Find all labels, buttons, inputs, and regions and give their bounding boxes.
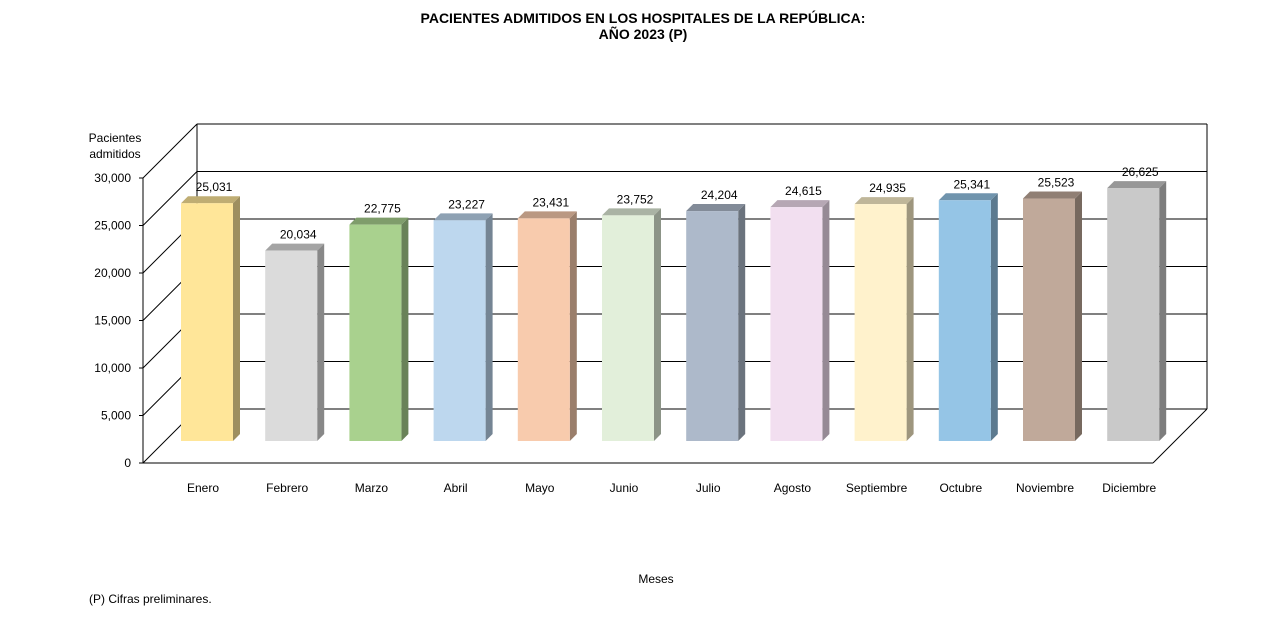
bar-top <box>938 193 998 201</box>
bar-top <box>349 217 409 225</box>
data-label: 23,227 <box>448 197 485 211</box>
bar <box>1023 198 1075 441</box>
bar-side <box>906 197 914 441</box>
x-tick-label: Abril <box>444 481 468 495</box>
bar-top <box>770 200 830 208</box>
x-axis-label: Meses <box>638 572 674 586</box>
chart-title: PACIENTES ADMITIDOS EN LOS HOSPITALES DE… <box>0 10 1286 42</box>
bar-side <box>233 196 240 441</box>
y-axis-label: Pacientes admitidos <box>70 130 160 162</box>
data-label: 25,523 <box>1038 176 1075 190</box>
bar <box>181 203 233 441</box>
bar-side <box>317 243 325 441</box>
bar-side <box>654 208 661 441</box>
bar-top <box>854 197 914 205</box>
bar-top <box>433 213 493 221</box>
y-tick-label: 25,000 <box>94 219 131 233</box>
y-tick-label: 30,000 <box>94 171 131 185</box>
bar-side <box>990 193 998 441</box>
data-label: 23,752 <box>617 192 654 206</box>
x-tick-label: Marzo <box>355 481 389 495</box>
bar-top <box>265 243 325 251</box>
y-tick-label: 5,000 <box>101 409 131 423</box>
data-label: 26,625 <box>1122 165 1159 179</box>
bar-top <box>181 196 240 204</box>
bar-side <box>738 204 746 441</box>
x-tick-label: Diciembre <box>1102 481 1156 495</box>
data-label: 25,031 <box>196 180 233 194</box>
bar <box>686 211 739 441</box>
bar-side <box>1159 181 1167 441</box>
bar <box>770 207 823 441</box>
footnote: (P) Cifras preliminares. <box>89 592 212 606</box>
bar-side <box>822 200 830 441</box>
y-tick-label: 0 <box>124 456 131 470</box>
data-label: 23,431 <box>532 195 569 209</box>
x-tick-label: Junio <box>610 481 639 495</box>
bar-top <box>686 204 746 212</box>
bar <box>349 224 402 441</box>
y-tick-label: 10,000 <box>94 361 131 375</box>
side-gridline <box>142 123 198 179</box>
bar-top <box>517 211 577 219</box>
chart-title-line1: PACIENTES ADMITIDOS EN LOS HOSPITALES DE… <box>420 10 866 26</box>
bar-side <box>569 211 577 441</box>
x-tick-label: Febrero <box>266 481 308 495</box>
data-label: 22,775 <box>364 202 401 216</box>
bar <box>265 250 318 441</box>
x-tick-label: Octubre <box>939 481 982 495</box>
data-label: 24,204 <box>701 188 738 202</box>
bar <box>854 204 907 441</box>
bar-side <box>401 217 409 441</box>
y-axis-label-line1: Pacientes <box>88 131 142 145</box>
chart-title-line2: AÑO 2023 (P) <box>598 26 688 42</box>
bar <box>1107 188 1160 441</box>
bar-side <box>485 213 493 441</box>
x-tick-label: Agosto <box>774 481 812 495</box>
bar-side <box>1075 191 1082 441</box>
bar <box>938 200 991 441</box>
data-label: 24,615 <box>785 184 822 198</box>
x-tick-label: Mayo <box>525 481 555 495</box>
data-label: 20,034 <box>280 228 317 242</box>
floor-right-edge <box>1152 408 1208 464</box>
bar <box>517 218 570 441</box>
x-tick-label: Julio <box>696 481 721 495</box>
bar-top <box>602 208 661 216</box>
side-gridline <box>142 171 198 226</box>
bar-top <box>1107 181 1167 189</box>
bar <box>433 220 486 441</box>
y-tick-label: 15,000 <box>94 314 131 328</box>
bar-top <box>1023 191 1082 199</box>
y-tick-label: 20,000 <box>94 266 131 280</box>
x-tick-label: Noviembre <box>1016 481 1074 495</box>
x-tick-label: Enero <box>187 481 219 495</box>
y-axis-label-line2: admitidos <box>89 147 141 161</box>
data-label: 24,935 <box>869 181 906 195</box>
data-label: 25,341 <box>953 177 990 191</box>
x-tick-label: Septiembre <box>846 481 908 495</box>
bar <box>602 215 654 441</box>
